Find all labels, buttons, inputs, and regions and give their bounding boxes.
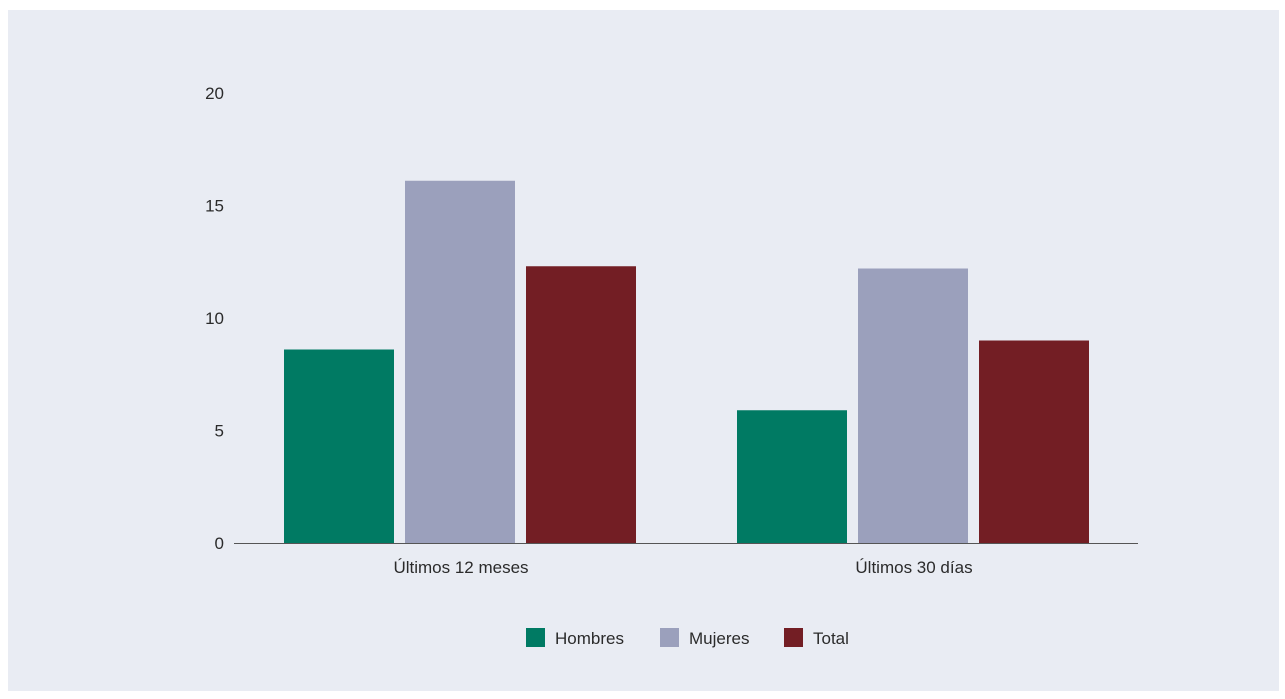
bars-group: [284, 180, 1089, 543]
legend-label-hombres: Hombres: [555, 629, 624, 648]
bar-hombres-2: [737, 410, 847, 543]
x-category-label: Últimos 30 días: [855, 558, 972, 577]
legend-swatch-mujeres: [660, 628, 679, 647]
legend-swatch-hombres: [526, 628, 545, 647]
y-tick-label: 0: [215, 534, 224, 553]
y-tick-label: 10: [205, 309, 224, 328]
legend: Hombres Mujeres Total: [526, 628, 849, 648]
x-axis-categories: Últimos 12 meses Últimos 30 días: [393, 558, 972, 577]
legend-swatch-total: [784, 628, 803, 647]
legend-label-mujeres: Mujeres: [689, 629, 749, 648]
x-category-label: Últimos 12 meses: [393, 558, 528, 577]
bar-total-2: [979, 340, 1089, 543]
bar-total-1: [526, 266, 636, 543]
y-tick-label: 5: [215, 422, 224, 441]
y-axis-ticks: 0 5 10 15 20: [205, 84, 224, 553]
y-tick-label: 15: [205, 197, 224, 216]
bar-mujeres-1: [405, 180, 515, 543]
legend-label-total: Total: [813, 629, 849, 648]
bar-mujeres-2: [858, 268, 968, 543]
y-tick-label: 20: [205, 84, 224, 103]
bar-hombres-1: [284, 349, 394, 543]
